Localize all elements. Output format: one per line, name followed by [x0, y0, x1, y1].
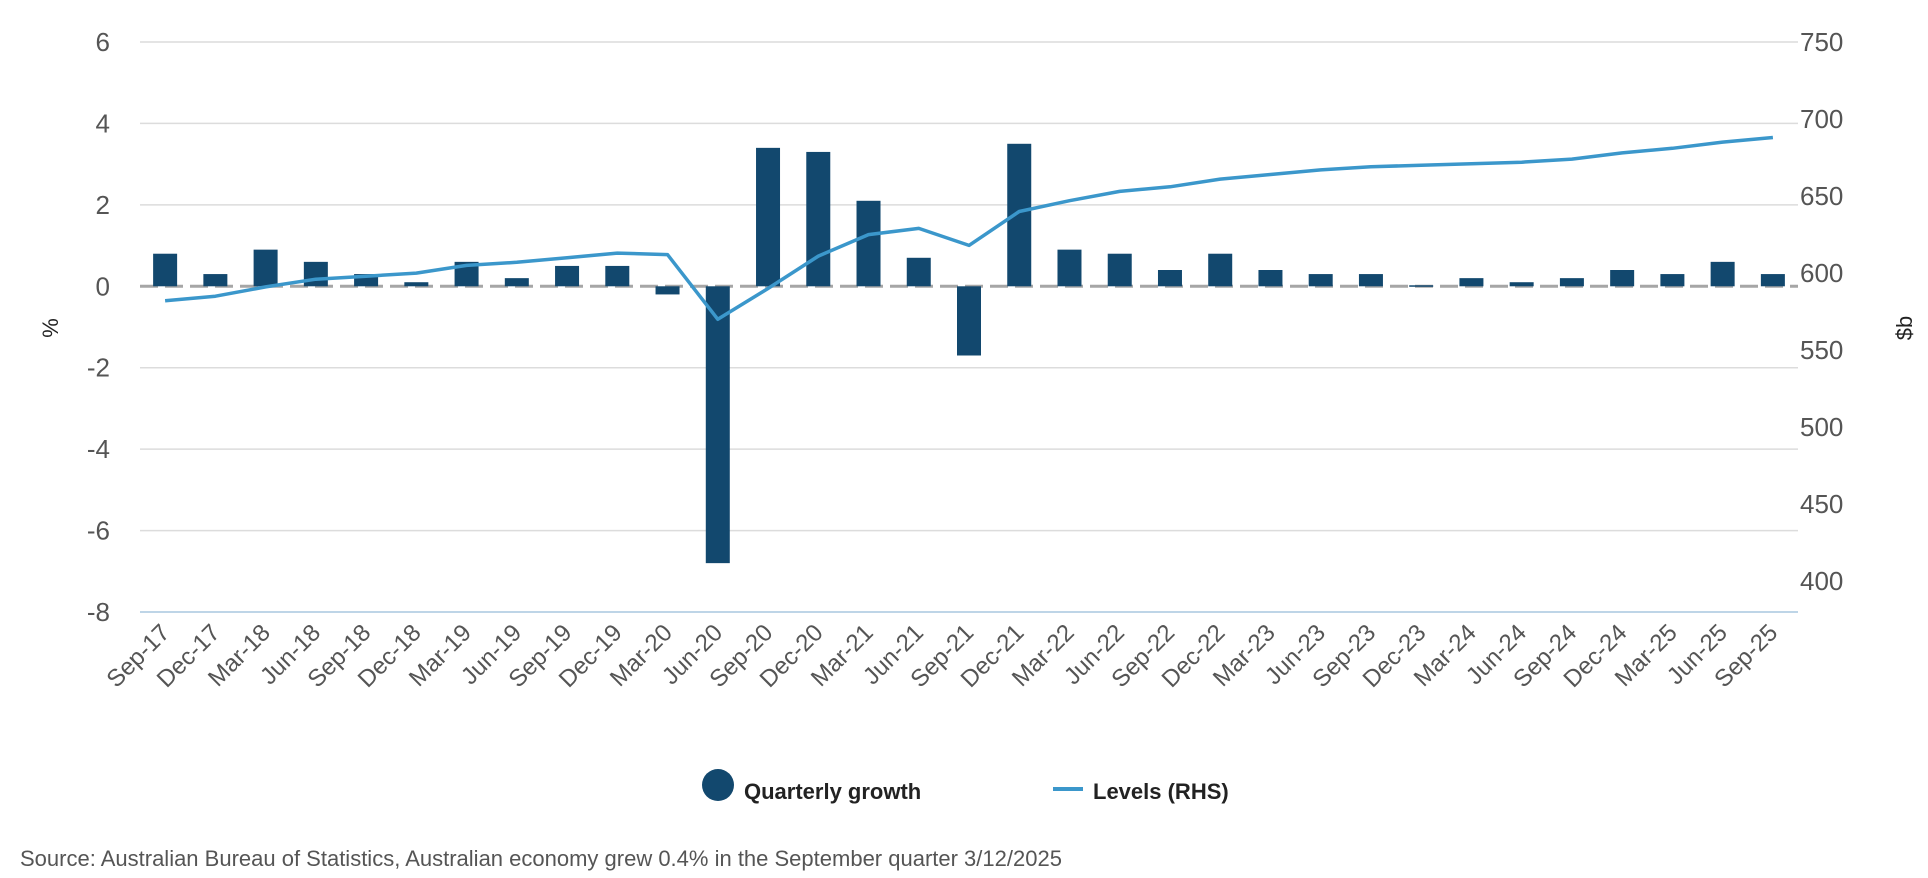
right-tick-label: 450: [1800, 489, 1843, 519]
left-tick-label: -2: [87, 353, 110, 383]
left-tick-label: 4: [96, 108, 110, 138]
x-axis-ticks: Sep-17Dec-17Mar-18Jun-18Sep-18Dec-18Mar-…: [102, 619, 1784, 693]
line-series: [164, 135, 1774, 322]
bar: [1057, 249, 1082, 287]
bar: [906, 257, 931, 287]
bar: [756, 147, 781, 287]
right-tick-label: 600: [1800, 258, 1843, 288]
legend-bar-label: Quarterly growth: [744, 779, 921, 804]
bar: [303, 261, 328, 287]
left-tick-label: -8: [87, 597, 110, 627]
bar: [203, 274, 228, 287]
left-tick-label: 0: [96, 271, 110, 301]
bar: [1157, 270, 1182, 287]
bar: [957, 286, 981, 356]
bar: [605, 265, 630, 287]
bar: [1208, 253, 1233, 287]
bar: [1358, 274, 1383, 287]
right-axis-ticks: 750 700 650 600 550 500 450 400: [1800, 27, 1843, 596]
right-tick-label: 700: [1800, 104, 1843, 134]
bar: [1710, 261, 1735, 287]
bar: [1610, 270, 1635, 287]
legend-bar-marker: [702, 769, 734, 801]
bar: [1258, 270, 1283, 287]
right-tick-label: 500: [1800, 412, 1843, 442]
right-tick-label: 550: [1800, 335, 1843, 365]
y-axis-label: %: [38, 318, 63, 338]
right-tick-label: 650: [1800, 181, 1843, 211]
bar: [1660, 274, 1685, 287]
legend-line-label: Levels (RHS): [1093, 779, 1229, 804]
bar: [806, 151, 831, 287]
bar: [404, 282, 429, 287]
gridlines: [140, 41, 1798, 613]
right-tick-label: 750: [1800, 27, 1843, 57]
bar: [1107, 253, 1132, 287]
bar: [504, 278, 529, 287]
bar-series: [153, 143, 1785, 564]
bar: [1559, 278, 1584, 287]
bar: [555, 265, 580, 287]
left-tick-label: -4: [87, 434, 110, 464]
bar: [153, 253, 178, 287]
bar: [705, 286, 730, 564]
bar: [856, 200, 881, 287]
y2-axis-label: $b: [1892, 316, 1917, 340]
legend: Quarterly growth Levels (RHS): [702, 769, 1229, 804]
left-tick-label: -6: [87, 516, 110, 546]
line-levels: [164, 135, 1774, 322]
right-tick-label: 400: [1800, 566, 1843, 596]
bar: [253, 249, 278, 287]
bar: [1509, 282, 1534, 287]
left-tick-label: 2: [96, 190, 110, 220]
bar: [1459, 278, 1484, 287]
left-tick-label: 6: [96, 27, 110, 57]
bar: [655, 286, 680, 295]
source-note: Source: Australian Bureau of Statistics,…: [20, 846, 1062, 871]
bar: [1760, 274, 1785, 287]
bar: [1308, 274, 1333, 287]
bar: [1409, 285, 1434, 287]
left-axis-ticks: 6 4 2 0 -2 -4 -6 -8: [87, 27, 110, 627]
